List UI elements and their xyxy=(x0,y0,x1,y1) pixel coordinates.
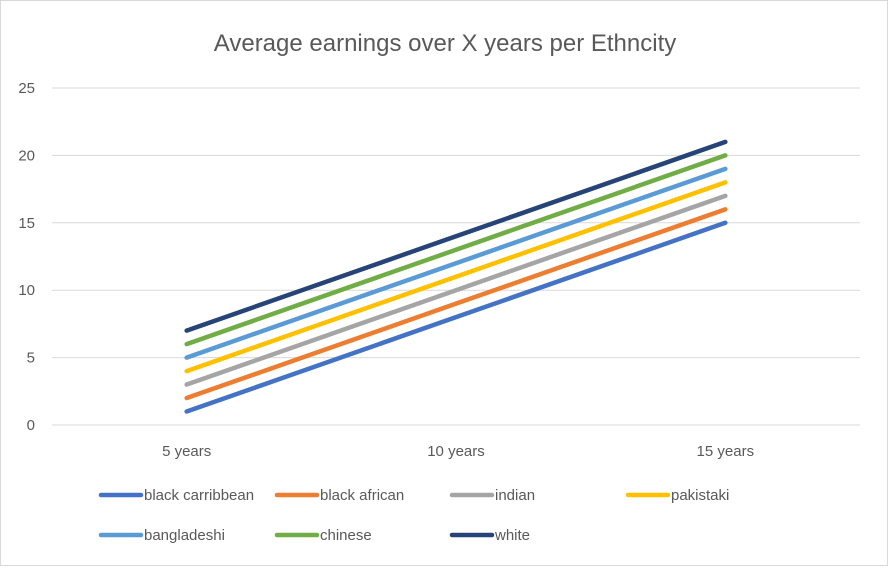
chart-title: Average earnings over X years per Ethnci… xyxy=(214,30,676,57)
series-line-1 xyxy=(184,207,728,401)
legend-label: indian xyxy=(495,487,535,504)
series-line-3 xyxy=(184,180,728,374)
series-line-2 xyxy=(184,193,728,387)
y-tick-label: 10 xyxy=(18,282,35,299)
gridlines xyxy=(52,87,860,426)
series-line-5 xyxy=(184,153,728,347)
legend-label: chinese xyxy=(320,527,372,544)
y-tick-label: 5 xyxy=(27,350,35,367)
y-tick-label: 0 xyxy=(27,417,35,434)
legend-label: white xyxy=(494,527,530,544)
series-line-0 xyxy=(184,220,728,414)
y-tick-label: 15 xyxy=(18,215,35,232)
legend: black carribbean black african indian pakis… xyxy=(98,487,729,544)
y-axis-ticks: 0 5 10 15 20 25 xyxy=(18,80,35,434)
series-line-4 xyxy=(184,166,728,360)
legend-label: pakistaki xyxy=(671,487,729,504)
legend-label: black carribbean xyxy=(144,487,254,504)
legend-label: black african xyxy=(320,487,404,504)
y-tick-label: 25 xyxy=(18,80,35,97)
x-tick-label: 5 years xyxy=(162,443,211,460)
y-tick-label: 20 xyxy=(18,147,35,164)
legend-label: bangladeshi xyxy=(144,527,225,544)
x-tick-label: 10 years xyxy=(427,443,485,460)
series-lines xyxy=(184,139,728,414)
x-tick-label: 15 years xyxy=(697,443,755,460)
x-axis-ticks: 5 years 10 years 15 years xyxy=(162,443,754,460)
series-line-6 xyxy=(184,139,728,333)
